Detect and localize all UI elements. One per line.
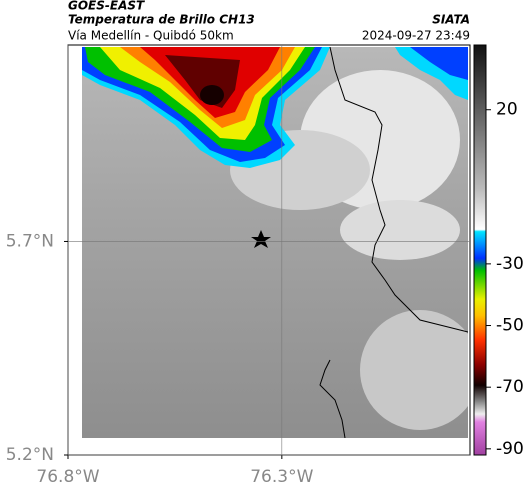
subtitle: Temperatura de Brillo CH13 — [68, 13, 255, 27]
y-tick-label: 5.7°N — [6, 231, 54, 251]
title: GOES-EAST — [68, 0, 145, 13]
colorbar-tick-label: 20 — [496, 100, 518, 120]
satellite-image — [82, 47, 468, 438]
colorbar-tick-label: -30 — [496, 254, 524, 274]
datetime: 2024-09-27 23:49 — [362, 29, 470, 43]
x-tick-label: 76.8°W — [36, 467, 99, 487]
source: SIATA — [432, 13, 470, 27]
location: Vía Medellín - Quibdó 50km — [68, 29, 234, 43]
y-tick-label: 5.2°N — [6, 445, 54, 465]
colorbar-tick-label: -70 — [496, 377, 524, 397]
x-tick-label: 76.3°W — [250, 467, 313, 487]
colorbar — [473, 44, 487, 456]
colorbar-tick-label: -90 — [496, 439, 524, 459]
colorbar-tick-label: -50 — [496, 316, 524, 336]
